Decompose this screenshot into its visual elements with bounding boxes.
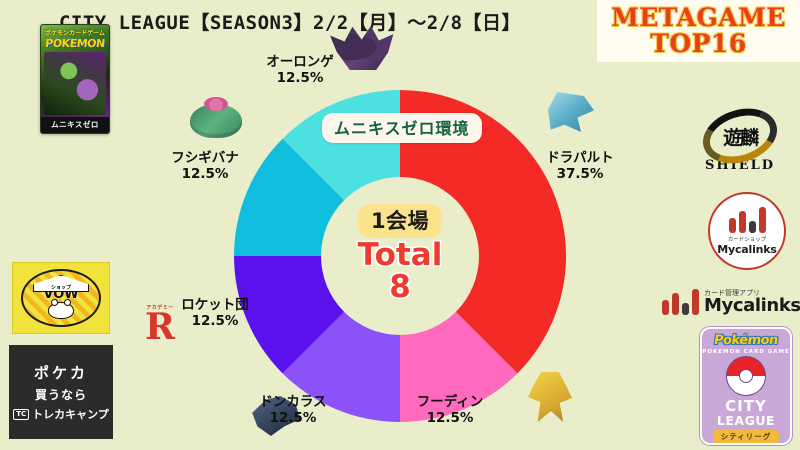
environment-banner: ムニキスゼロ環境 <box>322 113 482 143</box>
card-pack-set-name: ムニキスゼロ <box>41 117 109 133</box>
shield-wordmark: SHIELD <box>704 157 776 173</box>
mycalinks-circle-caption: カードショップ <box>727 236 767 243</box>
team-rocket-caption: アカデミー <box>146 305 174 312</box>
mycalinks-circle-name: Mycalinks <box>717 242 777 256</box>
metagame-badge: METAGAME TOP16 <box>597 0 800 62</box>
slice-label-alakazam: フーディン 12.5% <box>390 394 510 427</box>
city-league-line1: CITY <box>725 396 767 415</box>
vow-roof-shape: ショップ <box>33 275 89 292</box>
yurin-shield-logo: 遊麟 SHIELD <box>688 99 792 177</box>
slice-percent: 12.5% <box>191 313 239 330</box>
city-league-jp-label: シティリーグ <box>712 430 780 443</box>
pokemon-card-game-arc-text: POKEMON CARD GAME <box>702 349 790 355</box>
vow-shop-logo: ショップ VOW <box>12 262 110 334</box>
venue-count-badge: 1会場 <box>357 203 443 238</box>
metagame-donut-chart: 1会場 Total 8 <box>232 88 568 424</box>
card-pack-image: ポケモンカードゲーム POKEMON ムニキスゼロ <box>40 24 110 134</box>
metagame-label-line2: TOP16 <box>650 29 747 58</box>
slice-percent: 12.5% <box>276 70 324 87</box>
slice-label-venusaur: フシギバナ 12.5% <box>150 150 260 183</box>
vow-roof-text: ショップ <box>50 285 71 291</box>
torekacamp-line2: 買うなら <box>34 388 87 402</box>
team-rocket-logo: アカデミー R <box>138 300 182 348</box>
slice-label-dragapult: ドラパルト 37.5% <box>525 150 635 183</box>
slice-name: ロケット団 <box>181 297 249 313</box>
pokemon-wordmark: Pokémon <box>713 333 779 348</box>
pokeball-icon <box>726 356 766 396</box>
slice-name: ドラパルト <box>546 150 614 166</box>
slice-percent: 12.5% <box>269 410 317 427</box>
vow-logo-inner: ショップ VOW <box>21 269 101 327</box>
city-league-line2: LEAGUE <box>716 412 776 428</box>
slice-name: オーロンゲ <box>266 54 334 70</box>
torekacamp-line3: TC トレカキャンプ <box>13 406 109 422</box>
shield-kanji-text: 遊麟 <box>722 126 758 149</box>
card-pack-logo-text: POKEMON <box>44 37 106 50</box>
slice-name: フシギバナ <box>171 150 239 166</box>
venusaur-sprite-icon <box>190 97 242 138</box>
vow-mascot-icon <box>48 299 74 319</box>
torekacamp-name: トレカキャンプ <box>32 408 109 421</box>
slice-percent: 12.5% <box>426 410 474 427</box>
slice-percent: 12.5% <box>181 166 229 183</box>
total-label: Total <box>357 236 443 273</box>
card-pack-top-text: ポケモンカードゲーム <box>45 30 105 37</box>
page-title: CITY LEAGUE【SEASON3】2/2【月】～2/8【日】 <box>58 11 522 34</box>
slice-name: ドンカラス <box>259 394 327 410</box>
team-rocket-letter: R <box>145 306 175 349</box>
mycalinks-app-text: カード管理アプリ Mycalinks <box>704 288 800 316</box>
mycalinks-app-bars-icon <box>662 289 699 315</box>
torekacamp-line1: ポケカ <box>33 364 88 382</box>
mycalinks-circle-logo: カードショップ Mycalinks <box>708 192 786 270</box>
slice-label-rocket: ロケット団 12.5% <box>160 297 270 330</box>
total-value: 8 <box>389 268 411 305</box>
slice-name: フーディン <box>416 394 484 410</box>
slice-label-oronge: オーロンゲ 12.5% <box>240 54 360 87</box>
slice-percent: 37.5% <box>556 166 604 183</box>
mycalinks-app-caption: カード管理アプリ <box>704 288 760 297</box>
torekacamp-banner: ポケカ 買うなら TC トレカキャンプ <box>8 344 114 440</box>
card-pack-artwork <box>44 52 106 115</box>
mycalinks-app-name: Mycalinks <box>704 294 800 316</box>
city-league-logo: Pokémon POKEMON CARD GAME CITY LEAGUE シテ… <box>700 327 792 445</box>
donut-center: 1会場 Total 8 <box>321 177 479 335</box>
slice-label-honchkrow: ドンカラス 12.5% <box>233 394 353 427</box>
mycalinks-app-logo: カード管理アプリ Mycalinks <box>662 283 800 321</box>
torekacamp-chip-icon: TC <box>13 408 30 420</box>
donut-slice-0 <box>400 90 566 374</box>
mycalinks-bars-icon <box>728 206 766 233</box>
metagame-label-line1: METAGAME <box>611 2 786 32</box>
